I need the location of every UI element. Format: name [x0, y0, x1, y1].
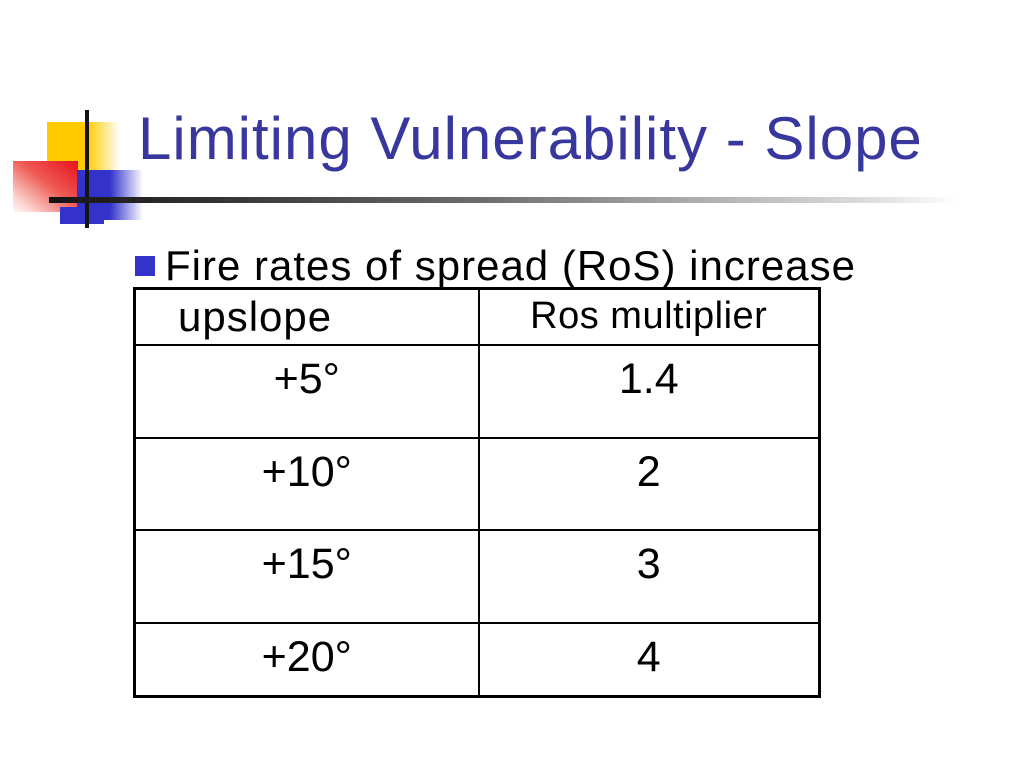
table-row: +10° 2	[133, 436, 821, 532]
slide-title: Limiting Vulnerability - Slope	[138, 105, 923, 172]
multiplier-value: 3	[477, 529, 821, 624]
title-underline-rule	[49, 197, 960, 203]
bullet-item: Fire rates of spread (RoS) increase	[135, 240, 856, 291]
bullet-square-icon	[135, 256, 155, 276]
bullet-text: Fire rates of spread (RoS) increase	[165, 242, 856, 289]
table-row: +5° 1.4	[133, 343, 821, 439]
logo-vertical-line	[85, 110, 89, 228]
slope-value: +5°	[133, 343, 480, 439]
slope-value: +10°	[133, 436, 480, 532]
slope-value: +15°	[133, 529, 480, 624]
logo-blue-square-small	[60, 207, 104, 224]
table-header-ros-multiplier: Ros multiplier	[477, 287, 821, 346]
table-row: +20° 4	[133, 621, 821, 698]
table-header-upslope: upslope	[133, 287, 480, 346]
multiplier-value: 4	[477, 621, 821, 698]
table-row: +15° 3	[133, 529, 821, 624]
logo-red-square	[13, 161, 78, 212]
slope-value: +20°	[133, 621, 480, 698]
table-header-row: upslope Ros multiplier	[133, 287, 821, 346]
slope-ros-table: upslope Ros multiplier +5° 1.4 +10° 2 +1…	[133, 287, 821, 698]
multiplier-value: 2	[477, 436, 821, 532]
multiplier-value: 1.4	[477, 343, 821, 439]
